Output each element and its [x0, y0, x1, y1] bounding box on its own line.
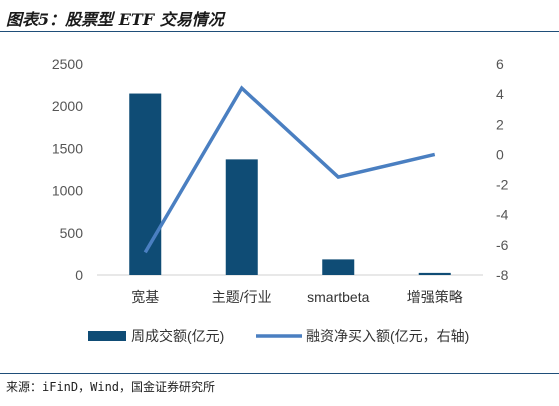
legend-label-bar: 周成交额(亿元) — [131, 328, 224, 344]
source-note: 来源：iFinD，Wind，国金证券研究所 — [6, 380, 216, 394]
y-right-tick-label: -4 — [496, 207, 509, 223]
y-right-tick-label: -8 — [496, 267, 509, 283]
bar — [225, 159, 258, 275]
bar — [418, 272, 451, 275]
y-right-tick-label: -6 — [496, 237, 509, 253]
y-left-tick-label: 0 — [75, 267, 83, 283]
y-right-tick-label: 0 — [496, 146, 504, 162]
y-right-tick-label: -2 — [496, 177, 509, 193]
legend-swatch-bar — [88, 331, 126, 341]
x-tick-label: 宽基 — [131, 289, 159, 305]
source-divider — [0, 373, 559, 374]
legend-label-line: 融资净买入额(亿元，右轴) — [306, 328, 469, 344]
chart: 0 500 1000 1500 2000 2500 -8 -6 -4 -2 0 2 4 6 宽基 主题/行业 s… — [52, 56, 509, 344]
axes: 0 500 1000 1500 2000 2500 -8 -6 -4 -2 0 2 4 6 宽基 主题/行业 s… — [52, 56, 509, 305]
y-left-tick-label: 500 — [60, 225, 84, 241]
y-left-tick-label: 2500 — [52, 56, 83, 72]
y-right-tick-label: 6 — [496, 56, 504, 72]
figure-title: 图表5：股票型 ETF 交易情况 — [6, 10, 224, 29]
y-left-tick-label: 1000 — [52, 183, 83, 199]
series-line — [143, 85, 436, 254]
bar — [129, 93, 162, 275]
y-left-tick-label: 1500 — [52, 140, 83, 156]
title-divider — [0, 31, 559, 32]
y-left-tick-label: 2000 — [52, 98, 83, 114]
line-series — [143, 85, 436, 254]
legend: 周成交额(亿元) 融资净买入额(亿元，右轴) — [88, 328, 469, 344]
y-right-tick-label: 2 — [496, 116, 504, 132]
x-tick-label: smartbeta — [307, 289, 369, 305]
x-tick-label: 主题/行业 — [212, 289, 272, 305]
bar-series — [129, 93, 451, 275]
bar — [322, 259, 355, 275]
x-tick-label: 增强策略 — [407, 289, 463, 305]
y-right-tick-label: 4 — [496, 86, 504, 102]
